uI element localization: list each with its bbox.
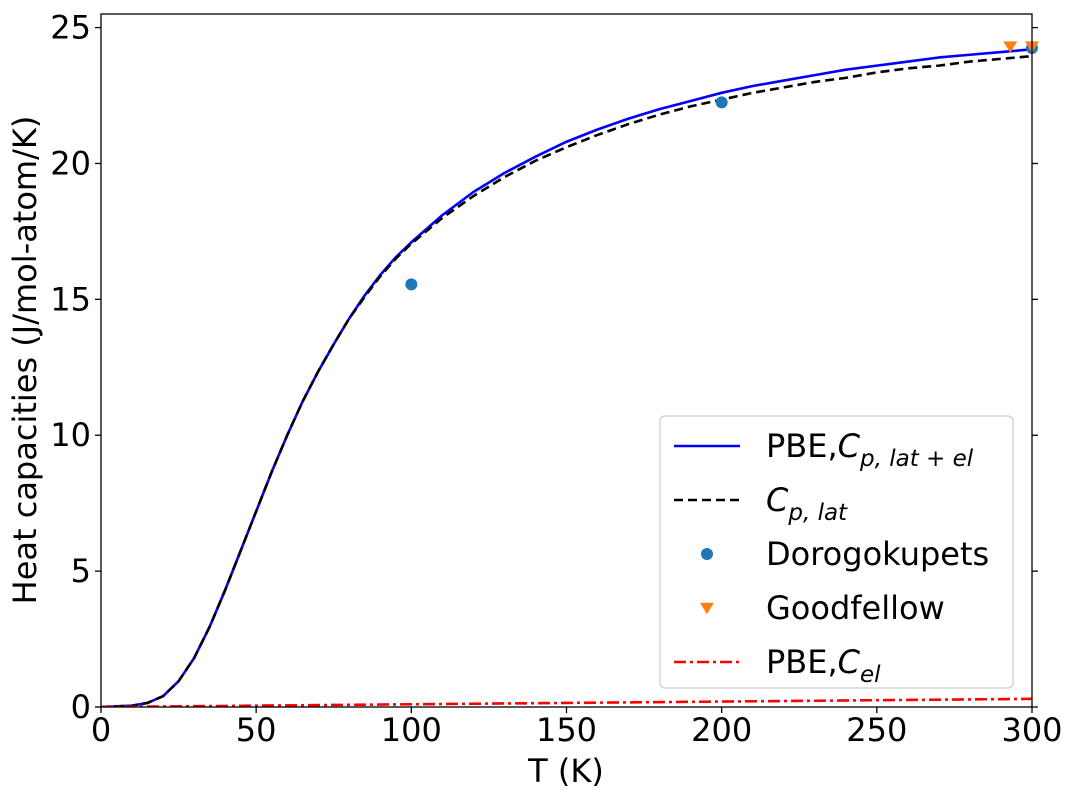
legend-swatch (701, 548, 713, 560)
y-tick-label: 5 (71, 552, 91, 590)
legend-label: PBE,Cp, lat + el (766, 427, 974, 472)
x-tick-label: 250 (846, 711, 907, 749)
data-point-dorogokupets (715, 96, 728, 109)
y-axis-label: Heat capacities (J/mol-atom/K) (6, 116, 44, 605)
legend-label: Cp, lat (766, 481, 848, 526)
legend: PBE,Cp, lat + el Cp, lat Dorogokupets Goodf… (659, 415, 1014, 689)
y-tick-label: 15 (50, 280, 91, 318)
x-tick-label: 300 (1001, 711, 1062, 749)
legend-box (659, 415, 1014, 689)
y-tick-label: 0 (71, 688, 91, 726)
x-tick-label: 100 (381, 711, 442, 749)
x-tick-label: 50 (236, 711, 277, 749)
series-line-0 (101, 48, 1032, 707)
data-point-dorogokupets (405, 278, 418, 291)
legend-label: PBE,Cel (766, 643, 881, 688)
y-tick-label: 10 (50, 416, 91, 454)
x-tick-label: 0 (91, 711, 111, 749)
axis-layer: 0 50 100 150 200 250 300 0 5 10 15 20 25 (50, 9, 1062, 749)
x-axis-label: T (K) (527, 752, 604, 790)
x-tick-label: 200 (691, 711, 752, 749)
data-point-goodfellow (1003, 41, 1018, 53)
y-tick-label: 20 (50, 144, 91, 182)
x-tick-label: 150 (536, 711, 597, 749)
y-tick-label: 25 (50, 9, 91, 47)
legend-label: Dorogokupets (766, 535, 989, 573)
series-layer (101, 48, 1032, 707)
series-line-1 (101, 54, 1032, 707)
legend-swatch (700, 602, 714, 615)
legend-label: Goodfellow (766, 589, 945, 627)
series-line-4 (101, 697, 1032, 707)
